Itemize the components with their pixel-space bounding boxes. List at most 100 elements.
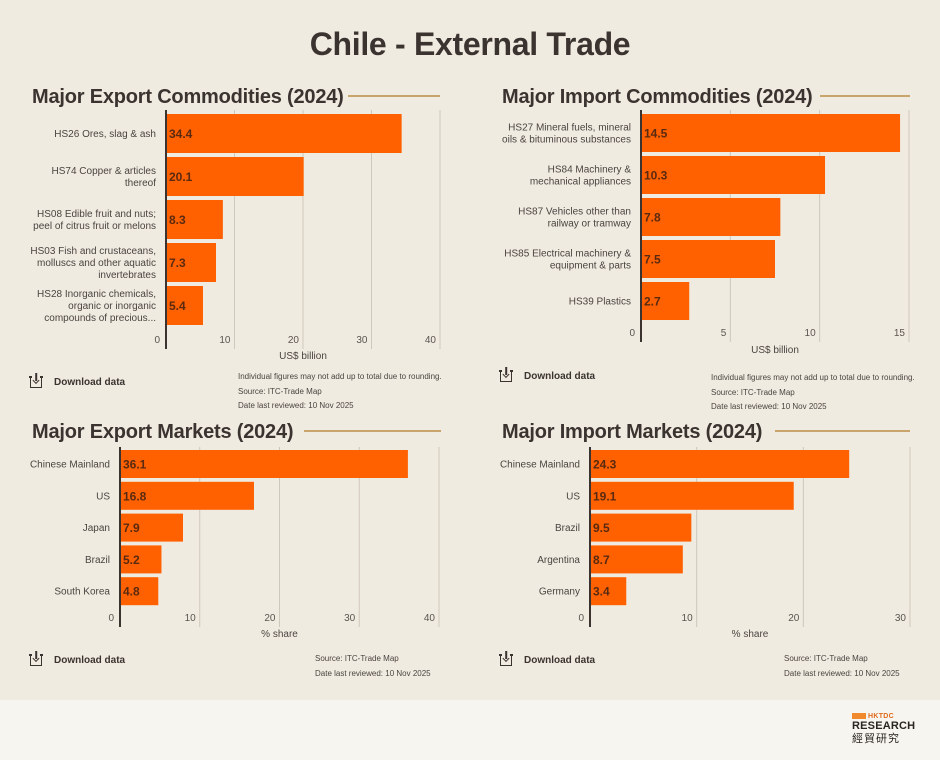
- category-label: HS08 Edible fruit and nuts; peel of citru…: [33, 209, 156, 232]
- data-label: 4.8: [123, 585, 140, 599]
- tick-label: 0: [629, 328, 635, 339]
- footer: [0, 700, 940, 760]
- tick-label: 20: [288, 335, 300, 346]
- bar: [590, 481, 794, 510]
- download-label: Download data: [524, 370, 596, 382]
- data-label: 7.3: [169, 256, 186, 270]
- tick-label: 10: [805, 328, 817, 339]
- bar: [590, 545, 683, 574]
- tick-label: 5: [721, 328, 727, 339]
- tick-label: 10: [219, 335, 231, 346]
- tick-label: 0: [154, 335, 160, 346]
- tick-label: 10: [682, 613, 694, 624]
- x-axis-title: US$ billion: [279, 351, 327, 362]
- category-label: US: [566, 491, 580, 502]
- tick-label: 0: [108, 613, 114, 624]
- category-label: HS27 Mineral fuels, mineral oils & bitumi…: [502, 123, 631, 146]
- chart-notes: Source: ITC-Trade Map Date last reviewed…: [784, 652, 900, 681]
- bar: [166, 200, 223, 239]
- bar: [641, 240, 775, 278]
- page-title: Chile - External Trade: [309, 26, 631, 62]
- data-label: 2.7: [644, 295, 661, 309]
- category-label: HS28 Inorganic chemicals, organic or inor…: [37, 289, 156, 324]
- chart-notes: Source: ITC-Trade Map Date last reviewed…: [315, 652, 431, 681]
- tick-label: 20: [788, 613, 800, 624]
- bar: [166, 243, 217, 282]
- bar: [590, 513, 692, 542]
- download-icon: [29, 654, 43, 666]
- category-label: Brazil: [85, 555, 110, 566]
- note-date: Date last reviewed: 10 Nov 2025: [711, 402, 827, 411]
- category-label: HS39 Plastics: [569, 297, 631, 308]
- bar: [166, 114, 402, 153]
- tick-label: 15: [894, 328, 906, 339]
- note-date: Date last reviewed: 10 Nov 2025: [238, 401, 354, 410]
- category-label: HS84 Machinery & mechanical appliances: [530, 165, 631, 188]
- bar: [166, 157, 304, 196]
- x-axis-title: % share: [261, 629, 298, 640]
- download-icon: [29, 376, 43, 388]
- download-data-button-export-markets[interactable]: Download data: [29, 654, 126, 666]
- panel-title-export-markets: Major Export Markets (2024): [32, 421, 294, 443]
- download-data-button-import-commodities[interactable]: Download data: [499, 370, 596, 382]
- bar: [590, 577, 627, 606]
- chart-notes: Individual figures may not add up to tot…: [238, 370, 442, 414]
- tick-label: 40: [424, 613, 436, 624]
- data-label: 7.8: [644, 211, 661, 225]
- category-label: Chinese Mainland: [30, 460, 110, 471]
- logo-cjk-text: 經貿研究: [852, 732, 900, 745]
- hktdc-logo-mark-icon: [852, 713, 866, 719]
- download-data-button-import-markets[interactable]: Download data: [499, 654, 596, 666]
- data-label: 8.3: [169, 213, 186, 227]
- note-source: Source: ITC-Trade Map: [238, 386, 322, 396]
- title-rule: [348, 95, 440, 97]
- data-label: 9.5: [593, 521, 610, 535]
- data-label: 24.3: [593, 458, 617, 472]
- logo-research-text: RESEARCH: [852, 720, 916, 732]
- tick-label: 40: [425, 335, 437, 346]
- note-rounding: Individual figures may not add up to tot…: [711, 373, 915, 382]
- category-label: HS26 Ores, slag & ash: [54, 129, 156, 140]
- data-label: 19.1: [593, 489, 617, 503]
- bar: [120, 577, 159, 606]
- note-source: Source: ITC-Trade Map: [711, 387, 795, 397]
- bar: [641, 156, 826, 194]
- category-label: HS74 Copper & articles thereof: [52, 166, 157, 189]
- tick-label: 0: [578, 613, 584, 624]
- data-label: 5.2: [123, 553, 140, 567]
- title-rule: [820, 95, 910, 97]
- logo-hktdc-text: HKTDC: [868, 712, 894, 720]
- download-icon: [499, 654, 513, 666]
- data-label: 8.7: [593, 553, 610, 567]
- data-label: 7.9: [123, 521, 140, 535]
- panel-title-export-commodities: Major Export Commodities (2024): [32, 86, 344, 108]
- bar: [120, 481, 254, 510]
- data-label: 10.3: [644, 169, 668, 183]
- category-label: HS85 Electrical machinery & equipment & p…: [504, 249, 631, 272]
- bar: [120, 545, 162, 574]
- data-label: 36.1: [123, 458, 147, 472]
- download-label: Download data: [54, 654, 126, 666]
- data-label: 20.1: [169, 170, 193, 184]
- tick-label: 30: [344, 613, 356, 624]
- tick-label: 10: [185, 613, 197, 624]
- panel-title-import-markets: Major Import Markets (2024): [502, 421, 763, 443]
- note-source: Source: ITC-Trade Map: [315, 654, 399, 663]
- category-label: US: [96, 491, 110, 502]
- bar: [120, 513, 184, 542]
- data-label: 3.4: [593, 585, 610, 599]
- download-icon: [499, 370, 513, 382]
- hktdc-research-logo: HKTDC RESEARCH 經貿研究: [852, 712, 916, 745]
- bar: [641, 282, 690, 320]
- category-label: Brazil: [555, 523, 580, 534]
- tick-label: 30: [895, 613, 907, 624]
- bar: [166, 286, 203, 325]
- category-label: Japan: [83, 523, 110, 534]
- download-data-button-export-commodities[interactable]: Download data: [29, 376, 126, 388]
- note-date: Date last reviewed: 10 Nov 2025: [784, 668, 900, 678]
- download-label: Download data: [524, 654, 596, 666]
- download-label: Download data: [54, 376, 126, 388]
